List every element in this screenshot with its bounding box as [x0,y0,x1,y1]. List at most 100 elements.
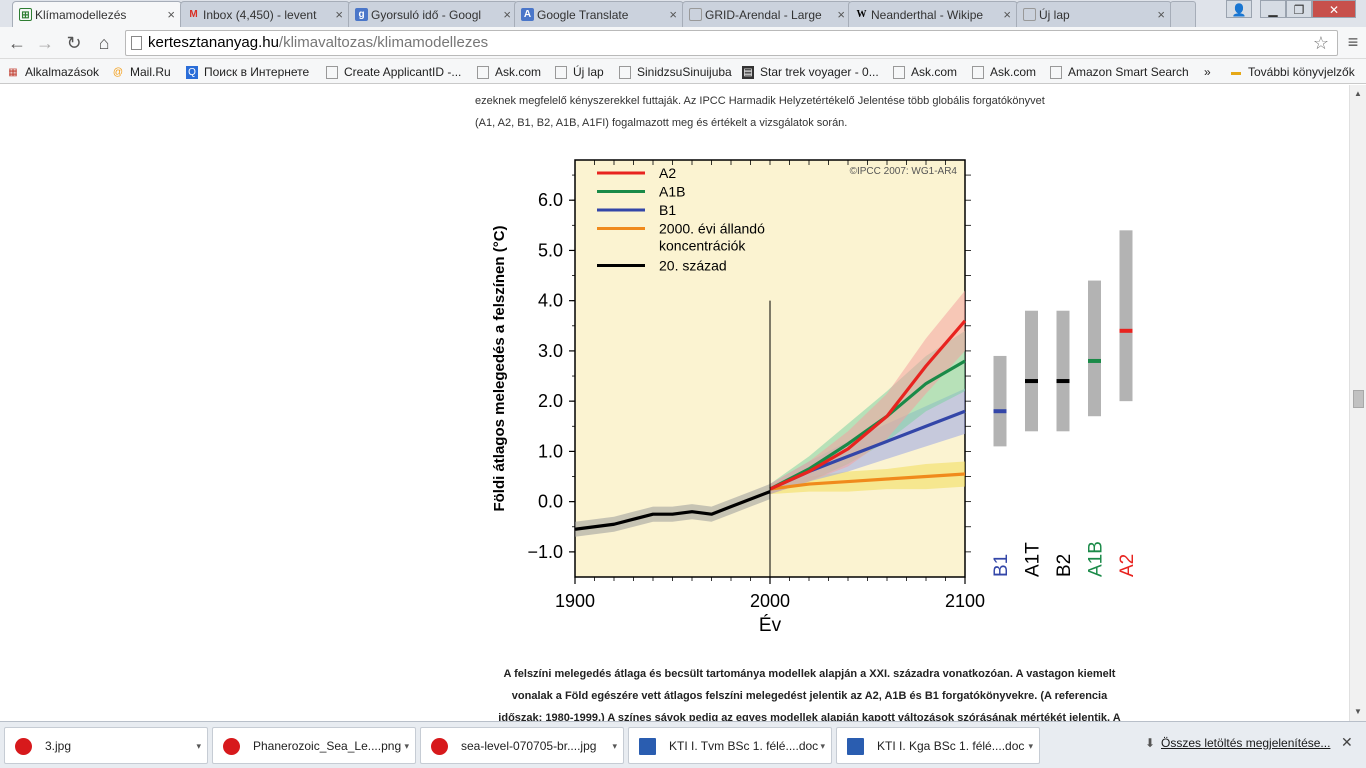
tab-title: GRID-Arendal - Large [705,7,822,22]
bookmark-amazon[interactable]: Amazon Smart Search [1050,63,1189,81]
page-icon [893,66,905,79]
home-icon[interactable]: ⌂ [98,33,110,53]
x-tick-label: 1900 [555,591,595,611]
legend-label-2000-vi-lland-koncentr-ci-k: 2000. évi állandó [659,221,765,237]
restore-icon[interactable]: ❐ [1286,0,1312,18]
tab-uj-lap[interactable]: Új lap × [1016,1,1172,27]
page-icon [131,36,142,50]
bookmark-label: Új lap [573,65,604,79]
range-label-a2: A2 [1117,554,1138,577]
close-icon[interactable]: × [837,7,845,22]
address-bar[interactable]: kertesztananyag.hu/klimavaltozas/klimamo… [125,30,1338,56]
close-icon[interactable]: × [1003,7,1011,22]
intro-paragraph-line2: (A1, A2, B1, B2, A1B, A1FI) fogalmazott … [475,117,848,129]
page-content: ezeknek megfelelő kényszerekkel futtaják… [0,85,1349,721]
close-icon[interactable]: × [669,7,677,22]
download-filename: Phanerozoic_Sea_Le....png [253,739,402,753]
translate-icon: A [521,8,534,21]
bookmark-overflow-chevron[interactable]: » [1198,63,1211,81]
dropdown-arrow-icon[interactable]: ▾ [612,741,617,751]
tab-neanderthal[interactable]: W Neanderthal - Wikipe × [848,1,1018,27]
bookmark-label: További könyvjelzők [1248,65,1355,79]
y-tick-label: −1.0 [527,542,563,562]
scroll-up-icon[interactable]: ▲ [1354,89,1362,98]
series-line-a2 [769,319,967,491]
tab-inbox[interactable]: M Inbox (4,450) - levent × [180,1,350,27]
series-line-a1b [769,359,966,491]
range-best-a1b [1088,358,1101,363]
dropdown-arrow-icon[interactable]: ▾ [820,741,825,751]
copyright-note: ©IPCC 2007: WG1-AR4 [850,166,958,177]
y-axis-label: Földi átlagos melegedés a felszínen (°C) [491,225,508,511]
dropdown-arrow-icon[interactable]: ▾ [1028,741,1033,751]
bookmark-search[interactable]: Q Поиск в Интернете [186,63,309,81]
download-item[interactable]: KTI I. Kga BSc 1. félé....doc ▾ [836,727,1040,764]
page-icon [477,66,489,79]
series-line-20-sz-zad [574,490,771,531]
menu-icon[interactable]: ≡ [1347,32,1359,52]
tab-klimamodellezes[interactable]: ⊞ Klímamodellezés × [12,1,182,27]
folder-icon: ▬ [1231,67,1241,78]
download-filename: KTI I. Tvm BSc 1. félé....doc [669,739,819,753]
tab-grid-arendal[interactable]: GRID-Arendal - Large × [682,1,852,27]
page-icon [555,66,567,79]
page-scrollbar[interactable]: ▲ ▼ [1349,85,1366,721]
download-filename: sea-level-070705-br....jpg [461,739,597,753]
range-bar-b2 [1056,310,1070,432]
close-icon[interactable]: × [503,7,511,22]
close-icon[interactable]: × [1157,7,1165,22]
bookmark-label: Amazon Smart Search [1068,65,1189,79]
download-filename: 3.jpg [45,739,72,753]
minimize-icon[interactable]: ▁ [1260,0,1286,18]
bookmarks-bar: ▦ Alkalmazások @ Mail.Ru Q Поиск в Интернет… [0,59,1366,84]
apps-grid-icon: ▦ [8,67,18,78]
bookmark-mailru[interactable]: @ Mail.Ru [112,63,171,81]
bookmark-ask-2[interactable]: Ask.com [893,63,957,81]
range-bar-b1 [993,355,1007,447]
reload-icon[interactable]: ↻ [66,33,82,53]
film-icon: ▤ [742,66,754,79]
bookmark-star-icon[interactable]: ☆ [1312,33,1329,53]
warming-chart: −1.0 0.0 1.0 2.0 3.0 4.0 5.0 6.0 1900 2000 2100 Év F… [491,159,1138,636]
close-icon[interactable]: × [335,7,343,22]
dropdown-arrow-icon[interactable]: ▾ [196,741,201,751]
legend-label-a1b: A1B [659,184,685,200]
wikipedia-icon: W [856,9,867,20]
forward-icon[interactable]: → [36,33,54,53]
bookmark-other-folder[interactable]: ▬ További könyvjelzők [1230,63,1355,81]
bookmark-label: Ask.com [495,65,542,79]
caption-line3: időszak: 1980-1999.) A színes sávok pedi… [498,712,1121,721]
user-icon[interactable]: 👤 [1226,0,1252,18]
bookmark-create-applicantid[interactable]: Create ApplicantID -... [326,63,461,81]
download-item[interactable]: Phanerozoic_Sea_Le....png ▾ [212,727,416,764]
bookmark-sinidzsu[interactable]: SinidzsuSinuijuba [619,63,732,81]
x-axis-label: Év [759,615,782,636]
y-tick-label: 2.0 [538,391,563,411]
series-line-2000-vi-lland-koncentr-ci-k [769,472,966,491]
download-item[interactable]: sea-level-070705-br....jpg ▾ [420,727,624,764]
dropdown-arrow-icon[interactable]: ▾ [404,741,409,751]
address-domain: kertesztananyag.hu [148,34,279,51]
show-all-downloads-link[interactable]: ⬇ Összes letöltés megjelenítése... [1145,736,1330,750]
tab-google-translate[interactable]: A Google Translate × [514,1,684,27]
bookmark-star-trek[interactable]: ▤ Star trek voyager - 0... [742,63,879,81]
bookmark-ask-3[interactable]: Ask.com [972,63,1036,81]
range-bar-a1b [1088,280,1101,417]
y-tick-label: 5.0 [538,240,563,260]
bookmark-apps[interactable]: ▦ Alkalmazások [7,63,99,81]
y-tick-label: 4.0 [538,291,563,311]
tab-title: Google Translate [537,7,629,22]
window-close-icon[interactable]: ✕ [1312,0,1356,18]
scroll-thumb[interactable] [1353,390,1364,408]
bookmark-ask-1[interactable]: Ask.com [477,63,541,81]
close-download-shelf-icon[interactable]: ✕ [1341,734,1353,750]
download-item[interactable]: KTI I. Tvm BSc 1. félé....doc ▾ [628,727,832,764]
back-icon[interactable]: ← [8,33,26,53]
download-item[interactable]: 3.jpg ▾ [4,727,208,764]
page-icon [1050,66,1062,79]
new-tab-button[interactable] [1170,1,1196,27]
tab-gyorsulo-ido[interactable]: g Gyorsuló idő - Googl × [348,1,518,27]
scroll-down-icon[interactable]: ▼ [1354,707,1362,716]
close-icon[interactable]: × [167,7,175,22]
bookmark-uj-lap[interactable]: Új lap [555,63,604,81]
